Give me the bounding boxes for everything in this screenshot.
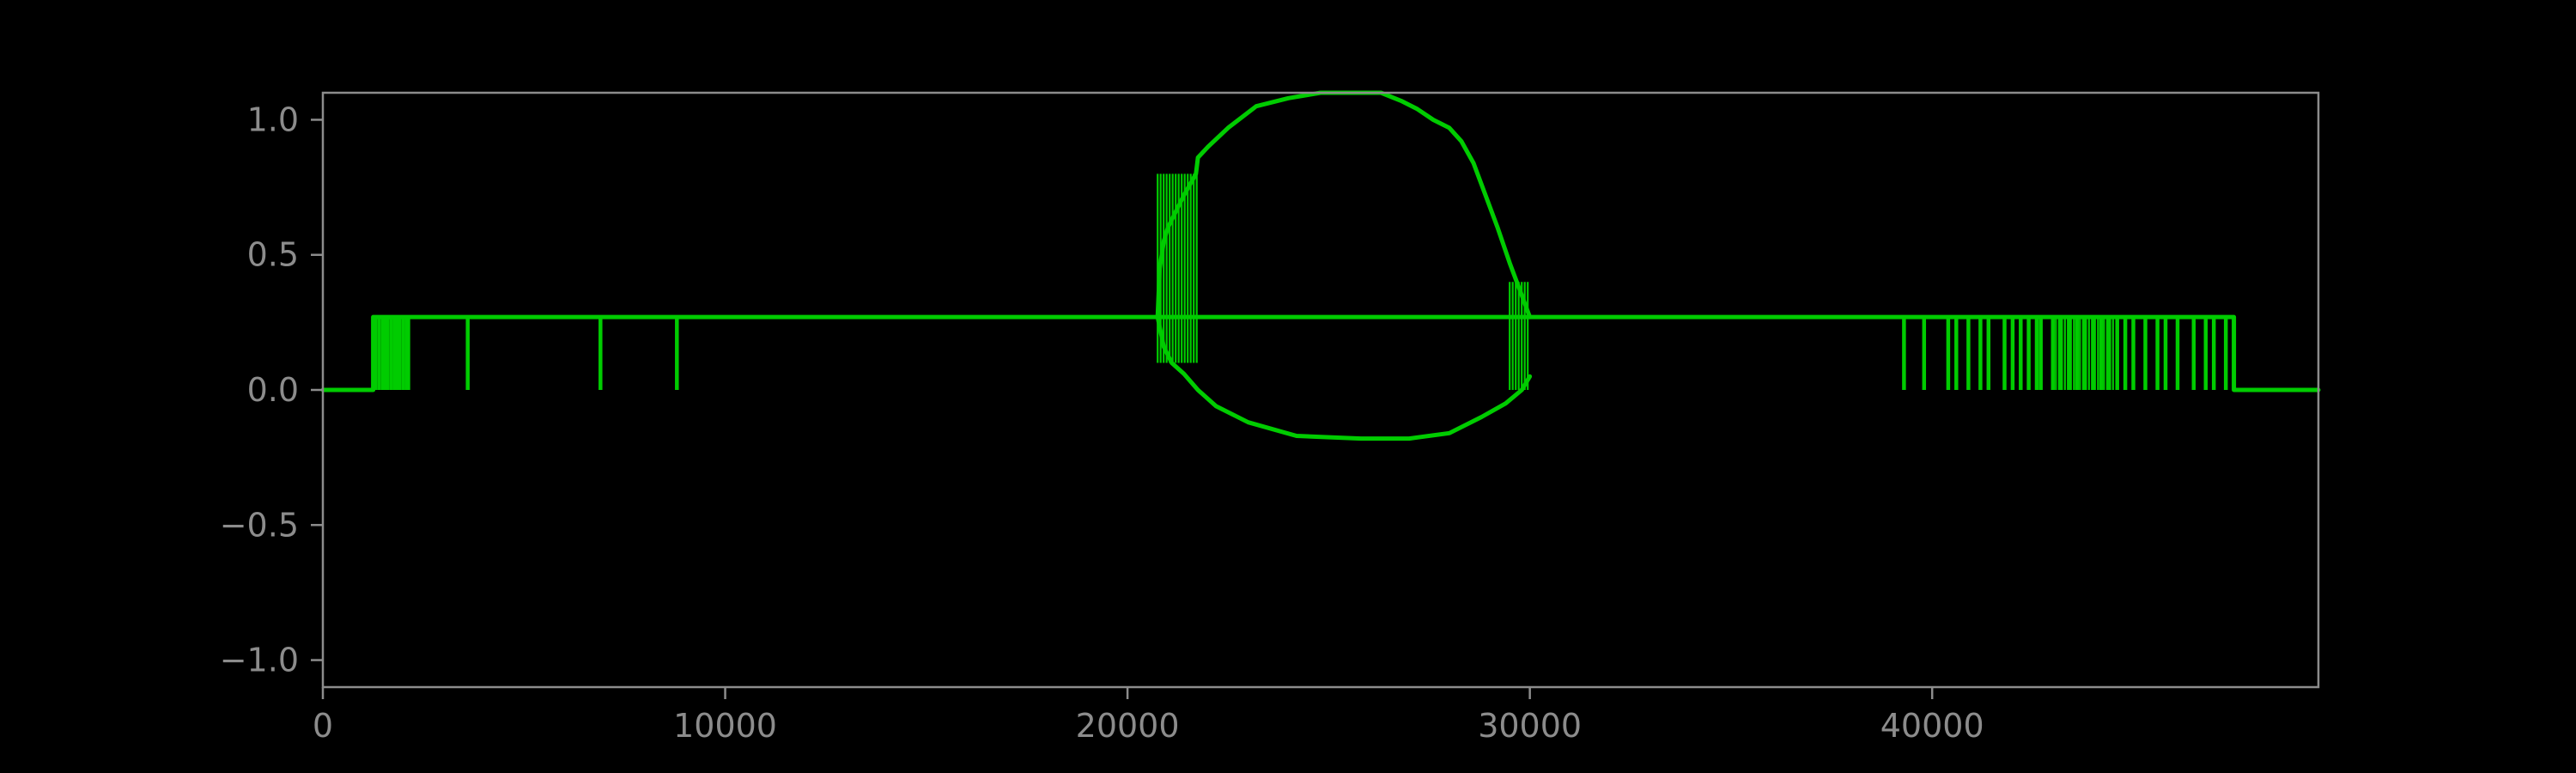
y-tick-label: −0.5 [220, 506, 299, 544]
x-tick-label: 10000 [673, 707, 777, 745]
y-tick-label: −1.0 [220, 642, 299, 679]
series-baseline-line [320, 314, 2321, 393]
x-tick-label: 30000 [1478, 707, 1582, 745]
dense-oscillation-left [1157, 173, 1198, 363]
axis-ticks-group: 0 10000 20000 30000 40000 1.0 0.5 0.0 −0.5 −1.0 [220, 100, 1984, 745]
x-tick-label: 40000 [1880, 707, 1984, 745]
chart-series-group [320, 90, 2321, 441]
x-tick-label: 0 [313, 707, 333, 745]
y-tick-label: 0.5 [247, 236, 299, 274]
spike-group [373, 317, 2236, 390]
x-tick-label: 20000 [1076, 707, 1180, 745]
series-lower-envelope-line [1155, 314, 1533, 441]
series-upper-envelope-line [1155, 90, 1533, 320]
y-tick-label: 1.0 [247, 100, 299, 138]
y-tick-label: 0.0 [247, 371, 299, 409]
